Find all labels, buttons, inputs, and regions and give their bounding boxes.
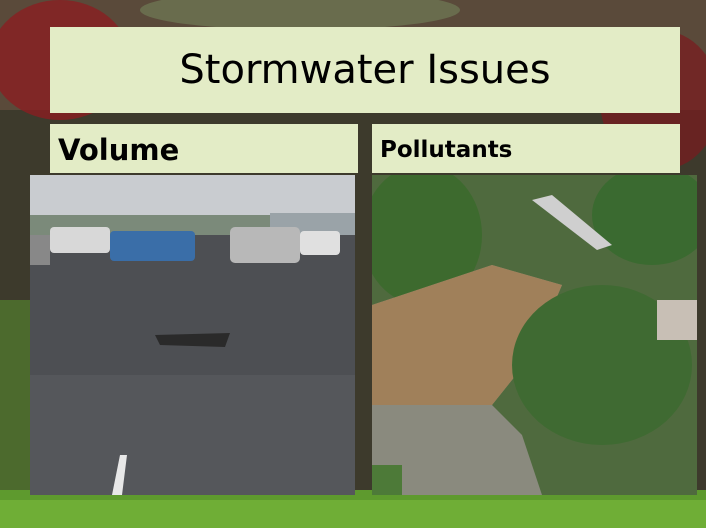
slide-title: Stormwater Issues xyxy=(50,27,680,113)
parking-lot-photo xyxy=(30,175,355,495)
slide: Stormwater Issues Volume Pollutants xyxy=(0,0,706,528)
panel-label: Volume xyxy=(50,124,358,173)
river-photo xyxy=(372,175,697,495)
panel-label: Pollutants xyxy=(372,124,680,173)
